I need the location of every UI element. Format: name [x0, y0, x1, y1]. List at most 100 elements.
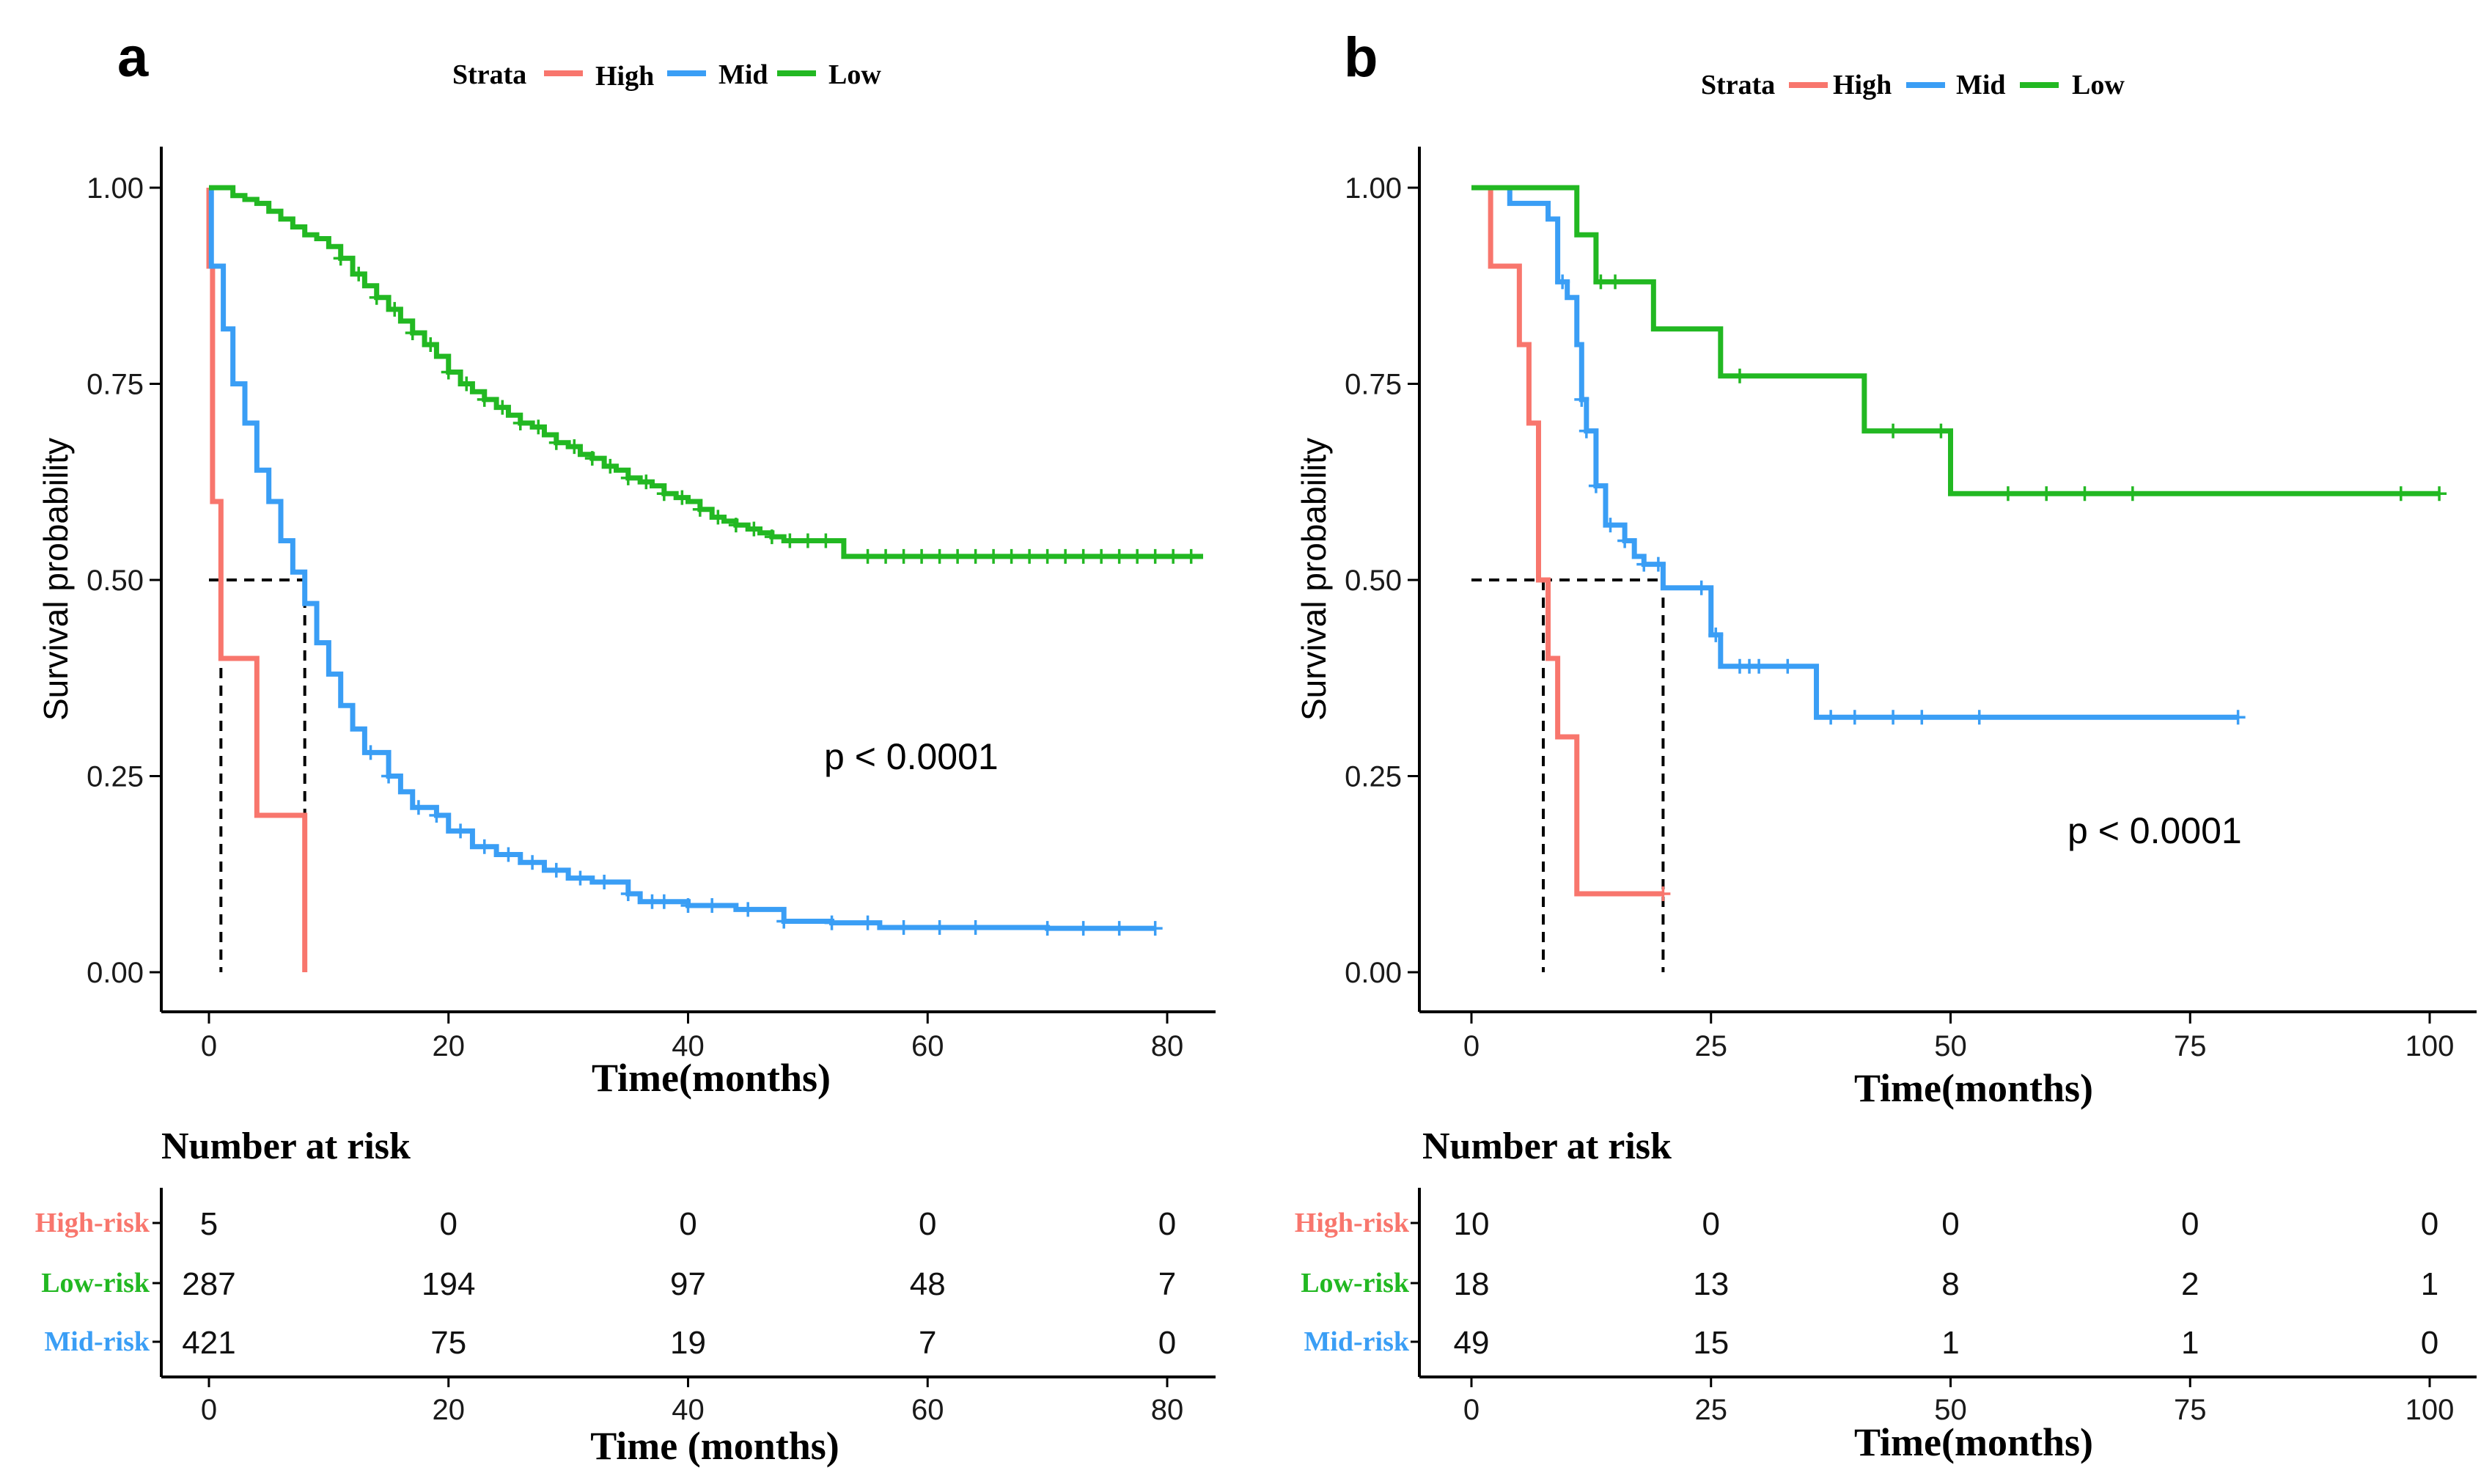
- censor-mark-low: [333, 251, 348, 266]
- censor-mark-mid: [1847, 710, 1862, 725]
- censor-mark-low: [387, 301, 403, 317]
- censor-mark-mid: [1111, 921, 1127, 936]
- panel-label-b: b: [1344, 26, 1378, 89]
- censor-mark-mid: [1752, 658, 1767, 674]
- risk-cell: 15: [1693, 1325, 1729, 1361]
- y-axis-title-a: Survival probability: [37, 438, 75, 721]
- censor-mark-low: [710, 510, 726, 525]
- censor-mark-low: [351, 266, 367, 282]
- censor-mark-low: [914, 548, 930, 564]
- risk-cell: 8: [1941, 1266, 1959, 1302]
- risk-cell: 0: [2181, 1206, 2199, 1242]
- km-curve-high: [1471, 185, 1664, 897]
- x-tick-label: 60: [911, 1030, 944, 1062]
- censor-mark-low: [620, 470, 636, 485]
- censor-mark-low: [1040, 548, 1055, 564]
- censor-mark-mid: [548, 862, 564, 878]
- x-tick-label: 0: [1463, 1030, 1480, 1062]
- censor-mark-mid: [453, 823, 468, 839]
- y-tick-label: 0.00: [1345, 957, 1402, 989]
- y-tick-label: 0.50: [87, 565, 144, 597]
- risk-x-tick-label: 60: [911, 1394, 944, 1426]
- risk-row-label-low-risk: Low-risk: [41, 1268, 150, 1298]
- legend-title-b: Strata: [1701, 70, 1775, 100]
- censor-mark-mid: [705, 898, 720, 914]
- censor-mark-mid: [2230, 710, 2246, 725]
- censor-mark-low: [800, 533, 815, 548]
- censor-mark-mid: [860, 915, 875, 930]
- censor-mark-mid: [1076, 921, 1091, 936]
- risk-cell: 10: [1454, 1206, 1490, 1242]
- panel-a: a Strata High Mid Low Survival probabili…: [35, 26, 1216, 1468]
- censor-mark-low: [531, 419, 546, 435]
- risk-cell: 0: [2421, 1325, 2438, 1361]
- risk-cell: 287: [182, 1266, 235, 1302]
- x-axis-title-a: Time(months): [592, 1056, 831, 1100]
- risk-row-label-low-risk: Low-risk: [1301, 1268, 1410, 1298]
- censor-mark-low: [459, 376, 474, 392]
- censor-mark-low: [512, 416, 528, 430]
- risk-cell: 97: [670, 1266, 706, 1302]
- censor-mark-low: [423, 337, 438, 352]
- risk-row-label-high-risk: High-risk: [35, 1208, 150, 1238]
- km-curve-low: [209, 185, 1204, 559]
- risk-cell: 49: [1454, 1325, 1490, 1361]
- censor-mark-low: [656, 486, 672, 502]
- censor-mark-low: [968, 548, 983, 564]
- censor-mark-low: [878, 548, 894, 564]
- censor-mark-mid: [501, 847, 516, 862]
- risk-cell: 7: [919, 1325, 936, 1361]
- risk-row-label-mid-risk: Mid-risk: [1304, 1326, 1409, 1357]
- risk-cell: 1: [2181, 1325, 2199, 1361]
- risk-cell: 0: [679, 1206, 696, 1242]
- censor-mark-low: [1022, 548, 1037, 564]
- risk-x-tick-label: 75: [2174, 1394, 2207, 1426]
- risk-cell: 0: [1941, 1206, 1959, 1242]
- y-tick-label: 1.00: [1345, 172, 1402, 205]
- plot-area-b: 0.00 0.25 0.50 0.75 1.00 0 25 50 75 100: [1345, 147, 2477, 1062]
- risk-x-tick-label: 0: [1463, 1394, 1480, 1426]
- censor-mark-low: [2000, 486, 2015, 502]
- censor-mark-mid: [740, 902, 756, 917]
- censor-mark-low: [1166, 548, 1181, 564]
- censor-mark-low: [2393, 486, 2408, 502]
- censor-mark-low: [369, 290, 384, 305]
- legend-label-low-a: Low: [828, 59, 881, 90]
- censor-mark-low: [548, 435, 564, 450]
- censor-mark-low: [567, 439, 582, 455]
- censor-mark-low: [584, 451, 600, 466]
- legend-label-high-a: High: [595, 61, 654, 92]
- risk-cell: 194: [422, 1266, 475, 1302]
- censor-mark-mid: [411, 800, 426, 815]
- risk-x-title-b: Time(months): [1854, 1420, 2093, 1464]
- censor-mark-mid: [1780, 658, 1796, 674]
- censor-mark-low: [746, 521, 762, 537]
- censor-mark-low: [1004, 548, 1019, 564]
- censor-mark-low: [986, 548, 1001, 564]
- censor-mark-low: [2125, 486, 2140, 502]
- legend-label-mid-b: Mid: [1956, 70, 2006, 100]
- legend-a: Strata High Mid Low: [452, 59, 881, 92]
- censor-mark-low: [675, 490, 690, 505]
- censor-mark-mid: [932, 920, 947, 936]
- risk-cell: 1: [1941, 1325, 1959, 1361]
- x-tick-label: 50: [1934, 1030, 1967, 1062]
- x-tick-label: 20: [433, 1030, 466, 1062]
- risk-cell: 0: [1702, 1206, 1720, 1242]
- censor-mark-mid: [1578, 423, 1594, 438]
- risk-x-tick-label: 40: [672, 1394, 705, 1426]
- censor-mark-low: [1130, 548, 1145, 564]
- risk-x-tick-label: 25: [1695, 1394, 1728, 1426]
- x-tick-label: 0: [201, 1030, 217, 1062]
- censor-mark-mid: [1823, 710, 1839, 725]
- p-value-b: p < 0.0001: [2068, 810, 2242, 851]
- y-tick-label: 0.50: [1345, 565, 1402, 597]
- censor-mark-high: [1655, 886, 1671, 901]
- y-tick-label: 1.00: [87, 172, 144, 205]
- censor-mark-low: [1058, 548, 1073, 564]
- censor-mark-low: [405, 325, 420, 340]
- risk-cell: 0: [2421, 1206, 2438, 1242]
- legend-label-high-b: High: [1833, 70, 1892, 100]
- censor-mark-low: [692, 502, 707, 517]
- censor-mark-low: [818, 533, 834, 548]
